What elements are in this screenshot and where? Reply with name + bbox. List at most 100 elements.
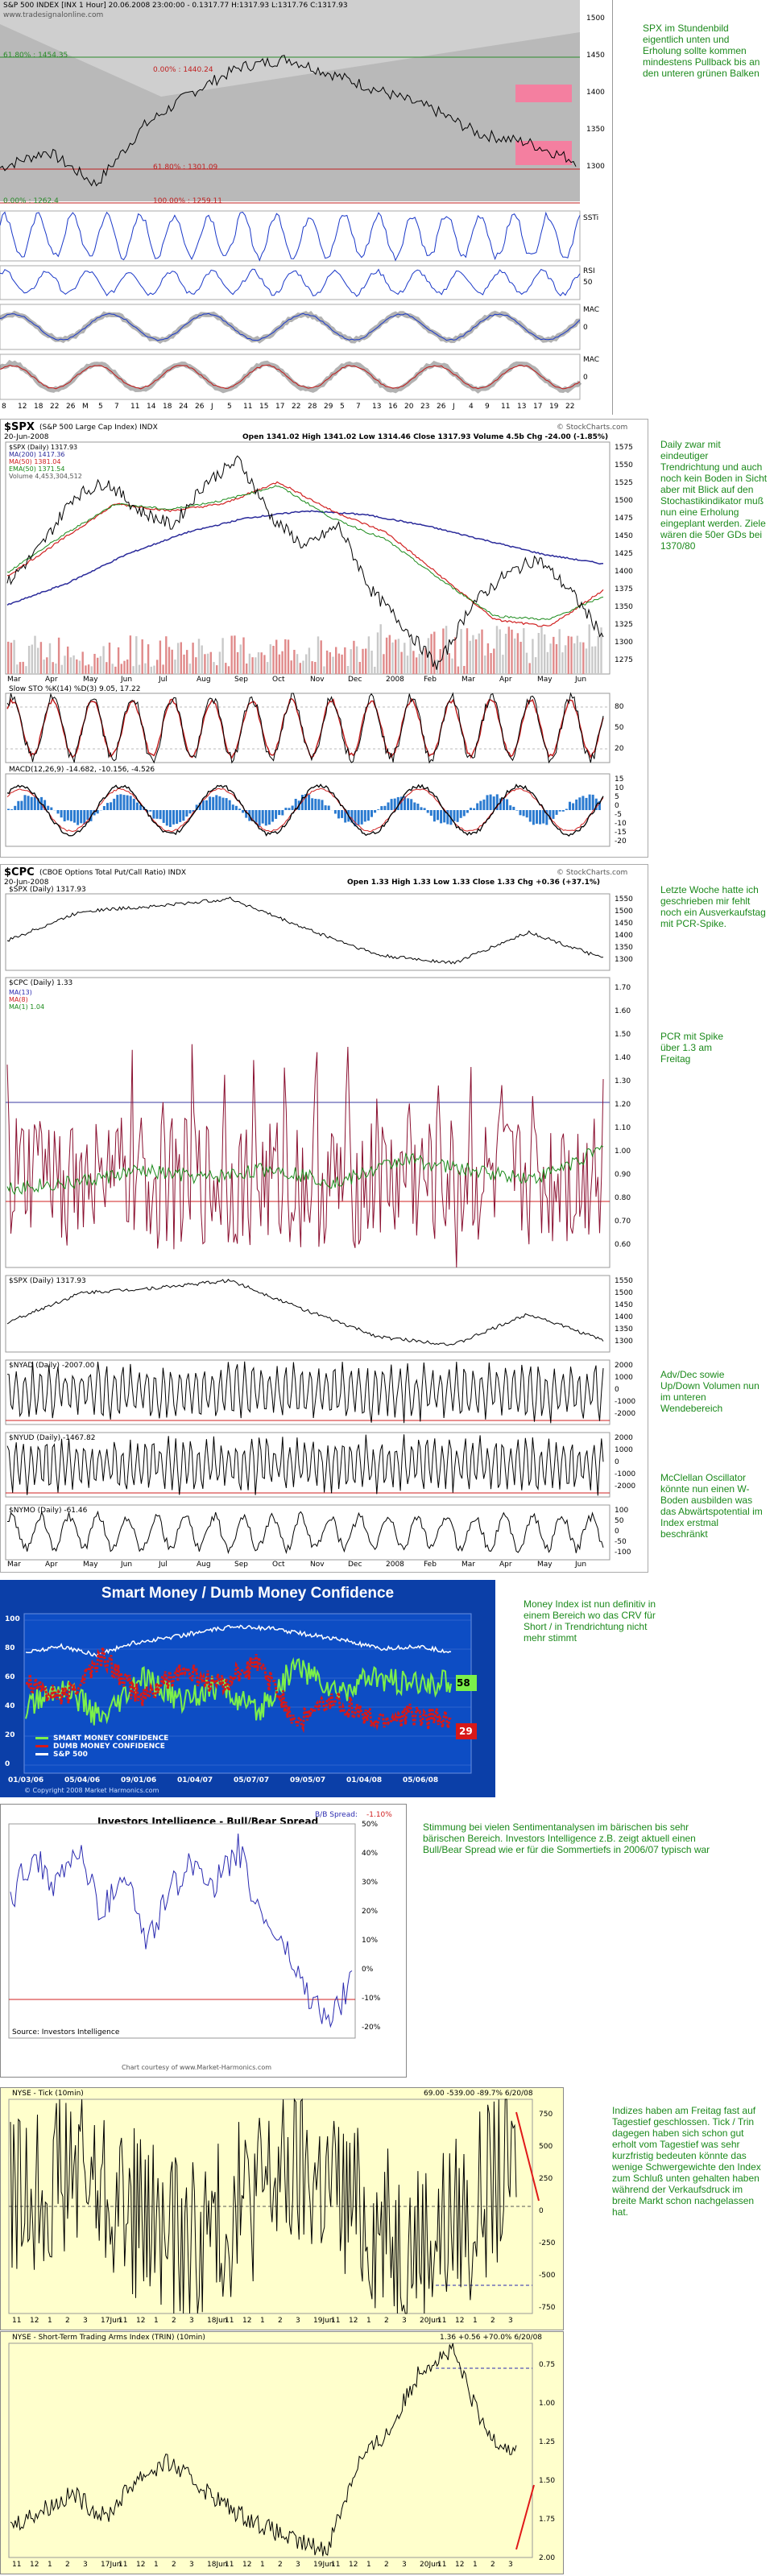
trin-x-tick: 11	[437, 2561, 447, 2569]
macd-histogram-bar	[152, 810, 155, 819]
cpc-y-tick: 0.90	[615, 1171, 631, 1179]
hourly-x-tick: 17	[275, 403, 285, 411]
macd-histogram-bar	[582, 796, 585, 810]
cpc-spx-y-tick: 1450	[615, 920, 633, 928]
cpc-month-tick: Jul	[159, 1561, 168, 1569]
fib-top-label: 61.80% : 1454.35	[3, 52, 68, 60]
spx-volume-bar	[206, 653, 209, 674]
sto-y-tick: 50	[615, 724, 624, 732]
spx-volume-bar	[290, 660, 292, 674]
macd-histogram-bar	[363, 810, 366, 822]
macd-histogram-bar	[489, 794, 492, 810]
spx-volume-bar	[171, 649, 173, 674]
spx-volume-bar	[323, 666, 325, 674]
nyad-y-tick: 2000	[615, 1362, 633, 1370]
macd-histogram-bar	[300, 795, 304, 810]
spx-volume-bar	[397, 639, 400, 674]
macd-y-tick: 5	[615, 793, 619, 801]
spx-volume-bar	[409, 638, 412, 674]
macd-histogram-bar	[172, 810, 175, 825]
trin-x-tick: 3	[402, 2561, 407, 2569]
spx-y-tick: 1275	[615, 656, 633, 664]
spx-volume-bar	[114, 666, 117, 674]
macd-histogram-bar	[470, 808, 472, 810]
spx2-y-tick: 1300	[615, 1338, 633, 1346]
spx-volume-bar	[362, 648, 364, 674]
trin-y-tick: 2.00	[539, 2554, 556, 2562]
spx2-y-tick: 1550	[615, 1277, 633, 1285]
macd-histogram-bar	[17, 800, 20, 810]
spx-volume-bar	[299, 663, 301, 674]
spx-volume-bar	[576, 635, 579, 674]
spx-volume-bar	[478, 633, 480, 674]
sm-legend-item: S&P 500	[35, 1751, 168, 1759]
macd-histogram-bar	[440, 810, 443, 824]
tick-x-tick: 12	[30, 2317, 39, 2325]
tick-x-tick: 1	[48, 2317, 52, 2325]
sm-copyright: © Copyright 2008 Market Harmonics.com	[24, 1787, 159, 1794]
spx-volume-bar	[597, 635, 599, 674]
macd-histogram-bar	[575, 799, 578, 810]
macd-histogram-bar	[344, 810, 347, 823]
hourly-y-tick: 1350	[586, 126, 605, 134]
macd-histogram-bar	[182, 810, 185, 821]
cpc-ma-line	[6, 1145, 604, 1196]
tick-x-tick: 11	[118, 2317, 128, 2325]
hourly-x-tick: 9	[485, 403, 490, 411]
spx-ema50-line	[6, 485, 604, 621]
hourly-x-tick: M	[82, 403, 89, 411]
tick-y-tick: 250	[539, 2175, 553, 2183]
trin-x-tick: 3	[189, 2561, 194, 2569]
nyud-pane	[5, 1432, 611, 1498]
macd-histogram-bar	[420, 807, 423, 810]
spx-volume-bar	[78, 660, 81, 674]
ind2-value: 50	[583, 279, 593, 287]
hourly-x-tick: 8	[2, 403, 6, 411]
sm-badge-dumb: 29	[459, 1726, 473, 1737]
tick-x-tick: 19Jun	[313, 2317, 334, 2325]
macd-histogram-bar	[47, 805, 50, 810]
spx-volume-bar	[7, 641, 10, 674]
spx2-label: $SPX (Daily) 1317.93	[9, 1277, 86, 1285]
sm-badge-smart-bg	[456, 1675, 477, 1691]
spx-volume-bar	[424, 647, 427, 674]
macd-histogram-bar	[14, 805, 17, 810]
spx-volume-bar	[284, 639, 287, 674]
hourly-x-tick: J	[211, 403, 213, 411]
macd-histogram-bar	[66, 810, 69, 821]
spx-volume-bar	[528, 663, 531, 674]
tick-y-tick: -500	[539, 2272, 556, 2280]
ii-footer: Chart courtesy of www.Market-Harmonics.c…	[122, 2064, 272, 2071]
spx-volume-bar	[204, 654, 206, 674]
spx-month-tick: Apr	[499, 676, 512, 684]
macd-histogram-bar	[176, 810, 179, 824]
macd-histogram-bar	[327, 805, 330, 810]
spx-price-line	[6, 455, 604, 670]
cpc-month-tick: May	[537, 1561, 553, 1569]
macd-histogram-bar	[149, 810, 152, 812]
trin-x-tick: 17Jun	[101, 2561, 122, 2569]
hourly-x-tick: 13	[372, 403, 382, 411]
trin-label: NYSE - Short-Term Trading Arms Index (TR…	[12, 2334, 205, 2342]
spx-volume-bar	[10, 643, 13, 674]
spx-volume-bar	[311, 661, 313, 674]
hourly-y-tick: 1400	[586, 89, 605, 97]
macd-histogram-bar	[333, 810, 337, 814]
spx-volume-bar	[236, 651, 239, 674]
macd-histogram-bar	[86, 810, 89, 821]
trin-plot-area	[8, 2342, 533, 2558]
trin-y-tick: 1.50	[539, 2477, 556, 2485]
spx-volume-bar	[486, 643, 490, 674]
tick-x-tick: 2	[172, 2317, 176, 2325]
cpc-spx-pane	[5, 893, 611, 971]
spx-volume-bar	[126, 660, 129, 674]
macd-histogram-bar	[324, 805, 327, 810]
macd-histogram-bar	[506, 799, 509, 810]
trin-x-tick: 12	[242, 2561, 252, 2569]
nymo-label: $NYMO (Daily) -61.46	[9, 1507, 88, 1515]
macd-histogram-bar	[413, 802, 416, 810]
spx-volume-bar	[534, 657, 537, 674]
macd-histogram-bar	[528, 810, 532, 822]
macd-histogram-bar	[407, 798, 410, 810]
mac1-pane	[0, 304, 581, 350]
